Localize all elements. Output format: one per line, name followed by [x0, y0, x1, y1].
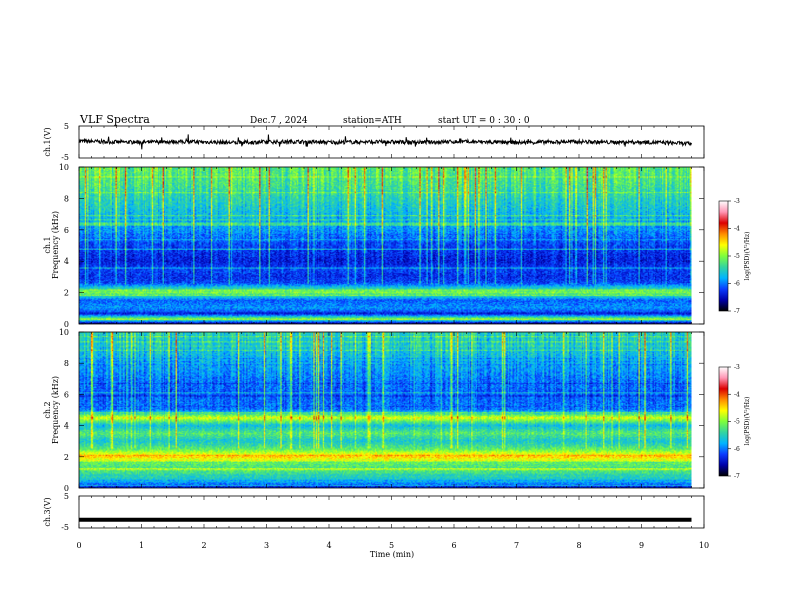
x-tick-label: 2 — [201, 541, 206, 550]
colorbar-tick-label: -5 — [734, 419, 740, 426]
start-time-label: start UT = 0 : 30 : 0 — [438, 116, 530, 126]
ch1-waveform-ylabel: ch.1(V) — [43, 127, 52, 156]
colorbar-tick-label: -4 — [734, 391, 740, 398]
figure-title: VLF Spectra — [79, 113, 150, 126]
ch2-spec-ytick-label: 10 — [59, 328, 69, 337]
ch1-spectrogram-panel: 0 2 4 6 8 10 ch.1 Frequency (kHz) — [43, 163, 705, 329]
ch3-ytick-bottom: -5 — [61, 523, 69, 532]
colorbar-tick-label: -5 — [734, 253, 740, 260]
x-tick-label: 9 — [639, 541, 644, 550]
ch1-spec-ytick-label: 8 — [64, 194, 69, 203]
date-label: Dec.7 , 2024 — [250, 116, 308, 126]
x-tick-label: 5 — [389, 541, 394, 550]
ch1-spec-ytick-label: 0 — [64, 320, 69, 329]
station-label: station=ATH — [343, 116, 402, 126]
x-tick-label: 3 — [264, 541, 269, 550]
colorbar-tick-label: -6 — [734, 281, 740, 288]
ch2-colorbar: -3 -4 -5 -6 -7 log(PSD)(V²/Hz) — [718, 364, 751, 480]
colorbar-tick-label: -3 — [734, 198, 740, 205]
ch1-waveform-panel: 5 -5 ch.1(V) — [43, 122, 705, 162]
ch2-spectrogram-ylabel: Frequency (kHz) — [51, 376, 60, 444]
ch3-waveform-panel: 5 -5 ch.3(V) — [43, 492, 705, 532]
ch3-waveform-ylabel: ch.3(V) — [43, 497, 52, 526]
ch1-spec-ytick-label: 4 — [64, 257, 69, 266]
ch1-spec-ytick-label: 6 — [64, 226, 69, 235]
ch1-colorbar-ticks: -3 -4 -5 -6 -7 — [728, 198, 740, 315]
colorbar-tick-label: -3 — [734, 364, 740, 371]
ch1-ytick-top: 5 — [64, 122, 69, 131]
ch1-spectrogram-channel-label: ch.1 — [43, 236, 52, 253]
ch1-waveform-x-ticks — [78, 126, 705, 158]
ch3-ytick-top: 5 — [64, 492, 69, 501]
ch2-spectrogram-panel: 0 2 4 6 8 10 ch.2 Frequency (kHz) — [43, 328, 705, 493]
colorbar-tick-label: -4 — [734, 226, 740, 233]
colorbar-tick-label: -7 — [734, 308, 740, 315]
ch1-spec-ytick-label: 2 — [64, 289, 69, 298]
ch1-spectrogram-y-ticks: 0 2 4 6 8 10 — [59, 163, 704, 329]
ch1-spectrogram-image — [79, 167, 692, 324]
x-tick-label: 4 — [326, 541, 331, 550]
ch1-colorbar: -3 -4 -5 -6 -7 log(PSD)(V²/Hz) — [718, 198, 751, 315]
x-axis-tick-labels: 0 1 2 3 4 5 6 7 8 9 10 — [76, 541, 709, 550]
ch2-colorbar-label: log(PSD)(V²/Hz) — [744, 397, 751, 446]
x-tick-label: 0 — [76, 541, 81, 550]
ch2-spectrogram-y-ticks: 0 2 4 6 8 10 — [59, 328, 704, 493]
colorbar-tick-label: -6 — [734, 446, 740, 453]
ch3-waveform-x-ticks — [78, 496, 705, 528]
x-tick-label: 7 — [514, 541, 519, 550]
ch2-spec-ytick-label: 4 — [64, 422, 69, 431]
x-tick-label: 10 — [699, 541, 709, 550]
x-tick-label: 1 — [139, 541, 144, 550]
ch1-spectrogram-x-ticks — [78, 167, 705, 324]
ch2-spectrogram-x-ticks — [78, 332, 705, 488]
ch1-colorbar-label: log(PSD)(V²/Hz) — [744, 232, 751, 281]
ch2-spec-ytick-label: 2 — [64, 453, 69, 462]
ch2-spec-ytick-label: 8 — [64, 359, 69, 368]
ch1-spectrogram-ylabel: Frequency (kHz) — [51, 211, 60, 279]
ch2-colorbar-ticks: -3 -4 -5 -6 -7 — [728, 364, 740, 480]
ch2-spectrogram-channel-label: ch.2 — [43, 401, 52, 418]
ch2-colorbar-bar — [718, 366, 729, 477]
ch2-spec-ytick-label: 0 — [64, 484, 69, 493]
x-tick-label: 8 — [576, 541, 581, 550]
ch2-spec-ytick-label: 6 — [64, 390, 69, 399]
ch1-ytick-bottom: -5 — [61, 153, 69, 162]
colorbar-tick-label: -7 — [734, 473, 740, 480]
ch3-waveform-frame — [78, 495, 705, 529]
ch2-spectrogram-image — [79, 332, 692, 488]
ch1-waveform-line — [78, 134, 692, 150]
ch1-colorbar-bar — [718, 200, 729, 312]
x-axis-label: Time (min) — [370, 550, 414, 559]
x-tick-label: 6 — [451, 541, 456, 550]
ch1-spec-ytick-label: 10 — [59, 163, 69, 172]
